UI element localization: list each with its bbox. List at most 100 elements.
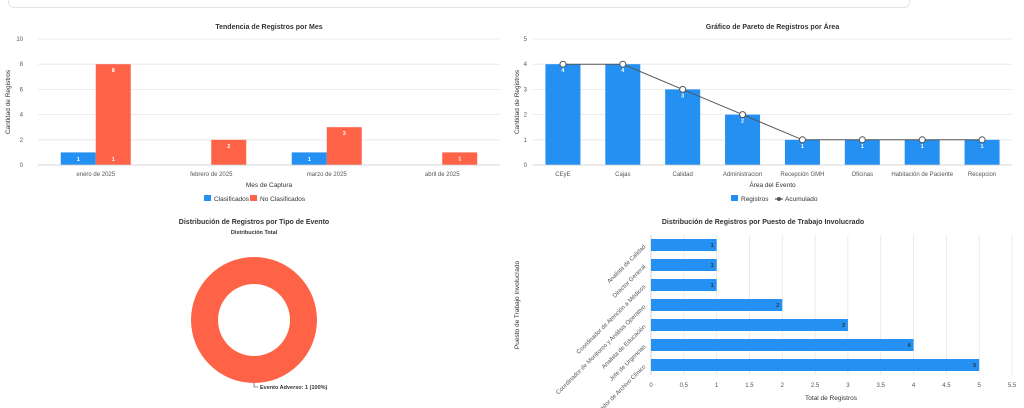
chart2-legend-registros-label: Registros (741, 196, 769, 203)
chart4-xtick: 3 (846, 383, 850, 389)
chart2-xtick: CEyE (555, 172, 570, 178)
chart1-data-label: 1 (308, 157, 311, 163)
chart1-ytick: 6 (20, 87, 24, 93)
chart4-data-label: 5 (973, 363, 976, 369)
chart2-ytick: 2 (524, 113, 528, 119)
chart4-data-label: 1 (711, 263, 714, 269)
chart2-ytick: 4 (524, 62, 528, 68)
chart4-xtick: 2.5 (811, 383, 820, 389)
chart1-data-label: 2 (227, 144, 230, 150)
chart1-ytick: 4 (20, 113, 24, 119)
chart4-bar (651, 319, 848, 331)
chart1-legend-clasificados-swatch (204, 195, 211, 201)
chart4-bar (651, 299, 783, 311)
chart3-subtitle: Distribución Total (231, 230, 278, 236)
chart2-data-label: 4 (621, 68, 625, 74)
chart2-legend-acumulado-marker (777, 197, 781, 201)
chart1-data-label: 3 (343, 131, 346, 137)
chart4-xtick: 0.5 (680, 383, 689, 389)
chart4-ytick: Analista de Calidad (607, 244, 648, 285)
chart2-bar-registros (545, 64, 581, 165)
chart1-xtick: enero de 2025 (76, 172, 115, 178)
chart2-bar-registros (964, 139, 1000, 165)
chart1-legend-clasificados-label: Clasificados (214, 196, 250, 203)
chart2-point-acumulado (798, 136, 806, 144)
chart1-bar-no-clasificados (95, 64, 131, 165)
chart2-xtick: Habitación de Paciente (891, 172, 953, 178)
chart1-bar-no-clasificados (326, 127, 362, 165)
chart2-xtick: Cajas (615, 172, 630, 178)
chart2-legend-registros-swatch (731, 195, 738, 201)
chart1-legend-no-clasificados-label: No Clasificados (260, 196, 306, 203)
chart2-data-label: 3 (681, 93, 684, 99)
chart2-xtick: Recepción GMH (780, 172, 824, 178)
chart2-data-label: 4 (561, 68, 565, 74)
chart1-data-label: 8 (112, 68, 115, 74)
chart4-xtick: 1.5 (745, 383, 754, 389)
chart2-title: Gráfico de Pareto de Registros por Área (706, 22, 840, 31)
chart4-bar (651, 259, 717, 271)
chart4-xtick: 1 (715, 383, 719, 389)
chart1-ylabel: Cantidad de Registros (5, 69, 12, 134)
chart2-bar-registros (605, 64, 641, 165)
chart1-xtick: marzo de 2025 (307, 172, 348, 178)
chart4-data-label: 2 (776, 303, 779, 309)
chart1-data-label: 1 (112, 157, 115, 163)
chart1-bar-no-clasificados (211, 139, 247, 165)
chart2-data-label: 1 (981, 144, 984, 150)
chart2-legend-acumulado-label: Acumulado (785, 196, 818, 203)
chart4-xtick: 4 (912, 383, 916, 389)
chart4-xtick: 3.5 (877, 383, 886, 389)
chart2-line-acumulado (562, 63, 983, 141)
chart2-ylabel: Cantidad de Registros (514, 69, 521, 134)
chart4-data-label: 1 (711, 243, 714, 249)
chart2-bar-registros (784, 139, 820, 165)
chart2-xlabel: Área del Evento (749, 180, 796, 189)
chart2-data-label: 1 (801, 144, 804, 150)
chart4-xtick: 5 (978, 383, 982, 389)
chart2-bar-registros (844, 139, 880, 165)
chart4-bar (651, 359, 980, 371)
chart2-point-acumulado (739, 111, 747, 119)
chart1-ytick: 2 (20, 138, 24, 144)
chart1-xlabel: Mes de Captura (246, 182, 293, 189)
chart1-bar-no-clasificados (442, 152, 478, 165)
chart1-ytick: 0 (20, 163, 24, 169)
chart2-point-acumulado (858, 136, 866, 144)
chart4-xtick: 5.5 (1008, 383, 1017, 389)
chart3-slice-label: Evento Adverso: 1 (100%) (260, 385, 328, 391)
chart4-xtick: 2 (781, 383, 785, 389)
chart2-ytick: 1 (524, 138, 528, 144)
chart2-xtick: Calidad (673, 172, 693, 178)
chart2-data-label: 2 (741, 119, 744, 125)
chart2-point-acumulado (918, 136, 926, 144)
chart2-xtick: Recepcion (968, 172, 996, 178)
chart4-title: Distribución de Registros por Puesto de … (662, 219, 864, 226)
chart1-data-label: 1 (458, 156, 461, 162)
chart2-data-label: 1 (921, 144, 924, 150)
chart4-ytick: Jefe de Urgencias (609, 344, 647, 382)
chart3-slice (191, 257, 317, 383)
chart4-bar (651, 339, 914, 351)
chart1-ytick: 10 (16, 37, 23, 43)
chart2-point-acumulado (978, 136, 986, 144)
chart1-bar-clasificados (60, 152, 96, 165)
chart2-bar-registros (665, 89, 701, 165)
chart2-bar-registros (904, 139, 940, 165)
chart2-xtick: Oficinas (851, 172, 873, 178)
chart4-bar (651, 279, 717, 291)
chart1-data-label: 1 (77, 157, 80, 163)
chart2-bar-registros (725, 114, 761, 165)
chart2-ytick: 5 (524, 37, 528, 43)
chart1-legend-no-clasificados-swatch (250, 195, 257, 201)
chart1-title: Tendencia de Registros por Mes (215, 24, 322, 31)
chart4-xtick: 0 (649, 383, 653, 389)
chart4-ytick: Coordinador de Monitoreo y Análisis Oper… (555, 304, 647, 396)
chart2-point-acumulado (679, 85, 687, 93)
chart3-title: Distribución de Registros por Tipo de Ev… (179, 219, 329, 226)
chart4-ylabel: Puesto de Trabajo Involucrado (514, 261, 521, 350)
chart1-xtick: febrero de 2025 (190, 172, 233, 178)
chart4-xtick: 4.5 (942, 383, 951, 389)
chart3-leader-line (253, 383, 258, 388)
